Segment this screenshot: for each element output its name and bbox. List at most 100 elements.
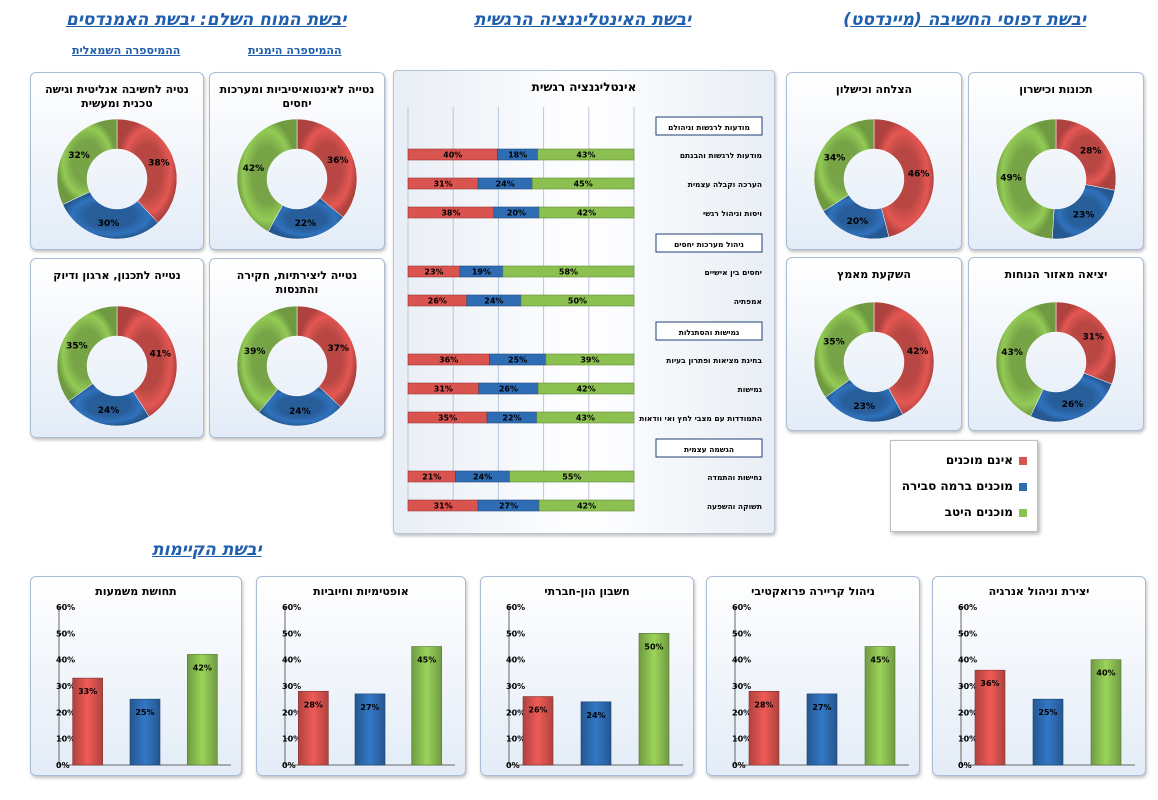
donut-panel-success-failure: הצלחה וכישלון 46% 20% 34% — [786, 72, 962, 250]
bar — [187, 654, 218, 766]
donut-data-label: 46% — [908, 169, 930, 179]
donut-data-label: 39% — [244, 347, 266, 357]
y-tick-label: 50% — [282, 629, 301, 638]
donut-chart-effort: 42% 23% 35% — [813, 301, 935, 423]
ei-bar-segment — [532, 177, 635, 190]
donut-panel-effort: השקעת מאמץ 42% 23% 35% — [786, 257, 962, 431]
bar-data-label: 27% — [812, 703, 831, 712]
bar — [129, 698, 161, 766]
donut-data-label: 22% — [295, 219, 317, 229]
donut-slice — [1030, 372, 1113, 423]
bar-panel-title: תחושת משמעות — [95, 585, 177, 598]
bar-panel-title: חשבון הון-חברתי — [544, 585, 630, 598]
donut-data-label: 28% — [1080, 146, 1102, 156]
ei-bar-segment — [538, 499, 635, 512]
bar — [298, 690, 329, 766]
donut-slice — [236, 118, 298, 232]
ei-bar-segment — [537, 148, 635, 161]
bar-chart-optimism: 0% 10% 20% 30% 40% 50% 60% 28% 27% 45% — [282, 603, 455, 770]
y-tick-label: 40% — [56, 656, 75, 665]
donut-title: השקעת מאמץ — [837, 268, 911, 281]
y-tick-label: 0% — [506, 761, 520, 770]
ei-group-header-box — [655, 321, 763, 341]
ei-group-header-box — [655, 233, 763, 253]
bar — [354, 693, 386, 766]
donut-slice — [1055, 118, 1117, 191]
y-tick-label: 10% — [958, 735, 977, 744]
donut-data-label: 23% — [1073, 211, 1095, 221]
donut-title: תכונות וכישרון — [1019, 83, 1093, 96]
y-tick-label: 50% — [56, 629, 75, 638]
donut-chart-success-failure: 46% 20% 34% — [813, 118, 935, 240]
ei-bar-data-label: 26% — [499, 385, 518, 394]
subtitle-left-hemisphere: ההמיספרה השמאלית — [72, 44, 181, 57]
donut-slice — [116, 118, 178, 224]
donut-panel-comfort-zone: יציאה מאזור הנוחות 31% 26% 43% — [968, 257, 1144, 431]
bar-panel-title: ניהול קריירה פרואקטיבי — [751, 585, 875, 598]
y-tick-label: 10% — [282, 735, 301, 744]
donut-chart-analytical: 38% 30% 32% — [56, 118, 178, 240]
bar — [806, 693, 838, 766]
ei-group-header: הגשמה עצמית — [684, 445, 734, 454]
ei-bar-data-label: 19% — [472, 268, 491, 277]
y-tick-label: 50% — [958, 629, 977, 638]
donut-data-label: 24% — [98, 406, 120, 416]
ei-chart-title: אינטליגנציה רגשית — [532, 80, 637, 94]
bar — [864, 646, 896, 766]
ei-bar-data-label: 31% — [433, 180, 452, 189]
ei-group-header: מודעות לרגשות וניהולם — [668, 123, 750, 132]
donut-slice — [873, 118, 935, 238]
y-tick-label: 40% — [506, 656, 525, 665]
y-tick-label: 60% — [958, 603, 977, 612]
donut-chart-planning: 41% 24% 35% — [56, 305, 178, 427]
donut-slice — [873, 301, 935, 415]
donut-panel-intuition: נטייה לאינטואיטיביות ומערכות יחסים 36% 22… — [209, 72, 385, 250]
ei-bar-data-label: 45% — [574, 180, 593, 189]
ei-row-label: מודעות לרגשות והבנתם — [680, 151, 762, 160]
ei-group-header: ניהול מערכות יחסים — [674, 240, 744, 249]
bar-panel-title: יצירת וניהול אנרגיה — [988, 585, 1090, 598]
donut-data-label: 20% — [847, 217, 869, 227]
donut-title: נטייה ליצירתיות, חקירה והתנסות — [236, 269, 358, 296]
donut-slice — [258, 386, 342, 427]
ei-bar-data-label: 38% — [441, 209, 460, 218]
ei-bar-segment — [536, 411, 635, 424]
donut-data-label: 31% — [1082, 333, 1104, 343]
donut-chart-intuition: 36% 22% 42% — [236, 118, 358, 240]
bar-panel-social-capital: חשבון הון-חברתי 0% 10% 20% 30% 40% 50% 60% 26% 2… — [480, 576, 694, 776]
donut-chart-comfort-zone: 31% 26% 43% — [995, 301, 1117, 423]
donut-slice — [813, 118, 875, 212]
donut-data-label: 43% — [1001, 348, 1023, 358]
ei-bar-data-label: 43% — [576, 151, 595, 160]
donut-slice — [296, 118, 358, 218]
bar — [411, 646, 442, 766]
ei-group-header-box — [655, 116, 763, 136]
donut-data-label: 42% — [243, 164, 265, 174]
y-tick-label: 0% — [958, 761, 972, 770]
y-tick-label: 60% — [282, 603, 301, 612]
donut-slice — [813, 301, 875, 398]
donut-data-label: 26% — [1062, 400, 1084, 410]
ei-bar-data-label: 58% — [559, 268, 578, 277]
y-tick-label: 0% — [732, 761, 746, 770]
bar-panel-energy: יצירת וניהול אנרגיה 0% 10% 20% 30% 40% 50% 60%… — [932, 576, 1146, 776]
donut-title: נטייה לאינטואיטיביות ומערכות יחסים — [219, 83, 375, 110]
ei-bar-data-label: 31% — [434, 385, 453, 394]
y-tick-label: 10% — [56, 735, 75, 744]
ei-bar-data-label: 24% — [484, 297, 503, 306]
y-tick-label: 10% — [506, 735, 525, 744]
y-tick-label: 30% — [732, 682, 751, 691]
ei-row-label: תשוקה והשפעה — [707, 502, 762, 511]
bar-panel-meaning: תחושת משמעות 0% 10% 20% 30% 40% 50% 60% 33% 25% 4… — [30, 576, 242, 776]
ei-row-label: הערכה וקבלה עצמית — [688, 180, 762, 189]
donut-data-label: 34% — [824, 153, 846, 163]
legend-swatch-blue — [1019, 482, 1027, 491]
ei-bar-data-label: 26% — [428, 297, 447, 306]
bar-data-label: 25% — [1038, 708, 1057, 717]
ei-bar-data-label: 42% — [577, 209, 596, 218]
bar — [974, 669, 1006, 766]
y-tick-label: 20% — [732, 708, 751, 717]
bar-chart-career: 0% 10% 20% 30% 40% 50% 60% 28% 27% 45% — [732, 603, 909, 770]
y-tick-label: 30% — [958, 682, 977, 691]
ei-bar-data-label: 35% — [438, 414, 457, 423]
